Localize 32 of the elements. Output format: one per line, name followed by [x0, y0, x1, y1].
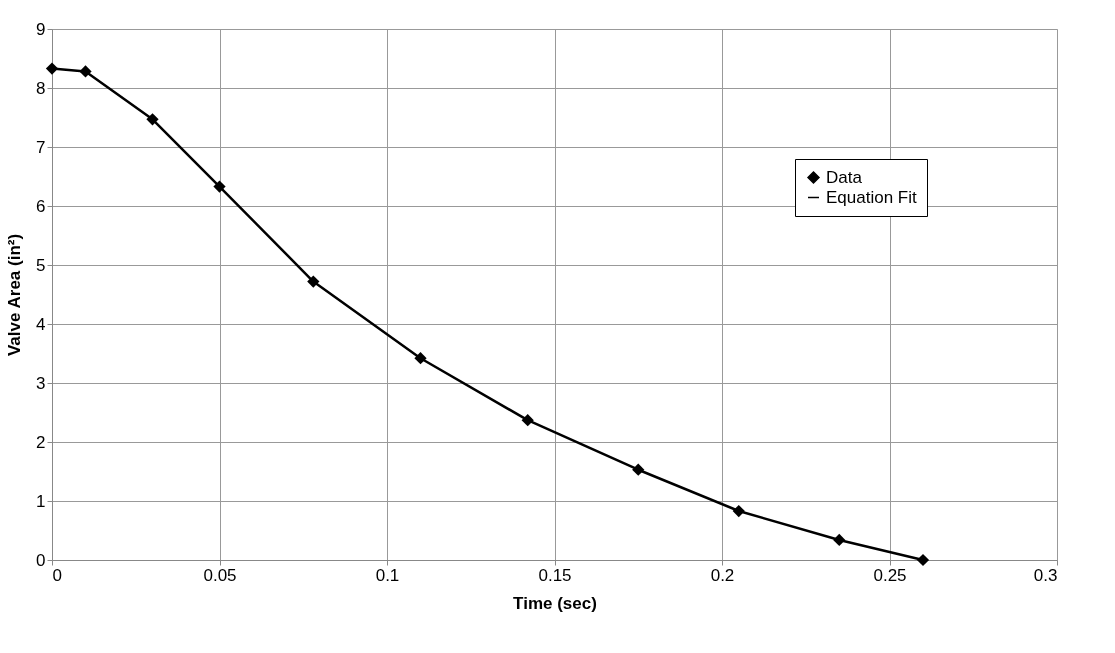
point: [521, 414, 534, 427]
x-axis-title: Time (sec): [513, 593, 597, 613]
point: [632, 463, 645, 476]
y-tick-label: 5: [36, 255, 46, 275]
point: [146, 113, 159, 126]
y-tick-label: 4: [36, 314, 46, 334]
x-tick-label: 0.1: [375, 565, 400, 585]
point: [833, 533, 846, 547]
x-tick-label: 0.05: [203, 565, 237, 585]
point: [916, 553, 930, 567]
y-tick-label: 3: [36, 373, 46, 393]
y-tick-label: 8: [36, 78, 46, 98]
point: [732, 504, 745, 518]
x-tick-label: 0.2: [710, 565, 735, 585]
y-tick-label: 9: [36, 19, 46, 39]
point: [45, 62, 59, 75]
y-tick-label: 7: [36, 137, 46, 157]
y-axis-title: Valve Area (in²): [5, 233, 25, 357]
x-tick-label: 0: [52, 565, 62, 585]
y-tick-label: 1: [36, 491, 46, 511]
point: [79, 65, 92, 78]
y-tick-label: 6: [36, 196, 46, 216]
legend-label: Data: [826, 167, 863, 187]
x-tick-label: 0.3: [1033, 565, 1058, 585]
point: [307, 275, 320, 288]
y-tick-label: 2: [36, 432, 46, 452]
point: [414, 352, 427, 365]
legend-label: Equation Fit: [826, 187, 917, 207]
x-tick-label: 0.15: [538, 565, 572, 585]
point: [213, 180, 226, 193]
x-tick-label: 0.25: [873, 565, 907, 585]
y-tick-label: 0: [36, 550, 46, 570]
